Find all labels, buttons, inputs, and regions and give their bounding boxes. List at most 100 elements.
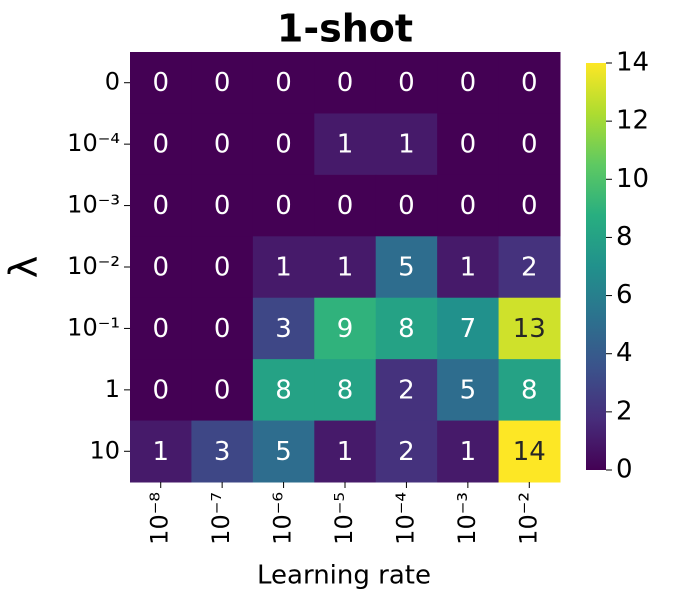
heatmap-cell bbox=[314, 52, 377, 114]
heatmap-cell bbox=[130, 359, 192, 422]
heatmap-cell bbox=[191, 297, 254, 360]
x-tick-label: 10⁻⁵ bbox=[330, 492, 358, 545]
heatmap-cell bbox=[375, 174, 438, 237]
cell-annotation: 9 bbox=[337, 314, 354, 344]
y-tick-label: 10⁻¹ bbox=[67, 313, 120, 341]
y-tick-label: 10⁻³ bbox=[67, 191, 120, 219]
cell-annotation: 1 bbox=[337, 253, 354, 283]
colorbar-tick-label: 2 bbox=[616, 396, 633, 426]
colorbar bbox=[586, 63, 606, 470]
colorbar-tick-label: 14 bbox=[616, 48, 649, 78]
cell-annotation: 0 bbox=[275, 130, 292, 160]
heatmap-cell bbox=[191, 236, 254, 299]
x-axis-label: Learning rate bbox=[257, 561, 431, 591]
cell-annotation: 8 bbox=[521, 375, 538, 405]
cell-annotation: 1 bbox=[337, 437, 354, 467]
colorbar-tick-label: 4 bbox=[616, 338, 633, 368]
heatmap-cell bbox=[252, 113, 315, 176]
cell-annotation: 8 bbox=[275, 375, 292, 405]
heatmap-cell bbox=[437, 113, 500, 176]
heatmap-cell bbox=[314, 236, 377, 299]
heatmap-cell bbox=[130, 52, 192, 114]
cell-annotation: 0 bbox=[460, 130, 477, 160]
cell-annotation: 1 bbox=[275, 253, 292, 283]
cell-annotation: 5 bbox=[275, 437, 292, 467]
heatmap-cell bbox=[437, 420, 500, 483]
x-tick-label: 10⁻⁷ bbox=[207, 492, 235, 545]
heatmap-cell bbox=[314, 113, 377, 176]
heatmap-cell bbox=[498, 420, 561, 483]
heatmap-cell bbox=[191, 113, 254, 176]
y-tick-label: 10 bbox=[89, 436, 120, 464]
heatmap-cell bbox=[252, 420, 315, 483]
y-tick-label: 0 bbox=[105, 68, 120, 96]
cell-annotation: 7 bbox=[460, 314, 477, 344]
cell-annotation: 3 bbox=[275, 314, 292, 344]
cell-annotation: 0 bbox=[275, 191, 292, 221]
cell-annotation: 0 bbox=[460, 191, 477, 221]
cell-annotation: 0 bbox=[152, 68, 169, 98]
heatmap-cell bbox=[498, 297, 561, 360]
cell-annotation: 2 bbox=[398, 437, 415, 467]
heatmap-cell bbox=[375, 297, 438, 360]
heatmap-cell bbox=[191, 359, 254, 422]
y-tick-label: 10⁻² bbox=[67, 252, 120, 280]
colorbar-tick-label: 12 bbox=[616, 106, 649, 136]
heatmap-cell bbox=[437, 52, 500, 114]
cell-annotation: 0 bbox=[152, 191, 169, 221]
cell-annotation: 0 bbox=[214, 130, 231, 160]
heatmap-cell bbox=[130, 174, 192, 237]
cell-annotation: 0 bbox=[337, 191, 354, 221]
cell-annotation: 3 bbox=[214, 437, 231, 467]
colorbar-tick-label: 6 bbox=[616, 280, 633, 310]
cell-annotation: 1 bbox=[460, 437, 477, 467]
cell-annotation: 5 bbox=[460, 375, 477, 405]
cell-annotation: 13 bbox=[513, 314, 546, 344]
heatmap-cell bbox=[252, 174, 315, 237]
cell-annotation: 0 bbox=[521, 68, 538, 98]
heatmap-cell bbox=[130, 236, 192, 299]
heatmap-cell bbox=[375, 113, 438, 176]
cell-annotation: 0 bbox=[214, 314, 231, 344]
heatmap-cell bbox=[252, 359, 315, 422]
heatmap-cell bbox=[437, 297, 500, 360]
heatmap-cell bbox=[498, 359, 561, 422]
cell-annotation: 0 bbox=[152, 375, 169, 405]
cell-annotation: 1 bbox=[337, 130, 354, 160]
cell-annotation: 0 bbox=[521, 130, 538, 160]
heatmap-cell bbox=[498, 113, 561, 176]
cell-annotation: 0 bbox=[214, 253, 231, 283]
cell-annotation: 0 bbox=[460, 68, 477, 98]
heatmap-cell bbox=[375, 359, 438, 422]
colorbar-tick-label: 8 bbox=[616, 222, 633, 252]
colorbar-tick-label: 10 bbox=[616, 164, 649, 194]
cell-annotation: 0 bbox=[214, 375, 231, 405]
heatmap-cell bbox=[375, 420, 438, 483]
heatmap-cell bbox=[375, 236, 438, 299]
cell-annotation: 8 bbox=[398, 314, 415, 344]
x-tick-label: 10⁻⁸ bbox=[146, 492, 174, 545]
heatmap-cell bbox=[498, 52, 561, 114]
cell-annotation: 0 bbox=[337, 68, 354, 98]
cell-annotation: 5 bbox=[398, 253, 415, 283]
y-tick-label: 1 bbox=[105, 375, 120, 403]
cell-annotation: 0 bbox=[214, 191, 231, 221]
x-tick-label: 10⁻³ bbox=[453, 492, 481, 545]
y-tick-label: 10⁻⁴ bbox=[67, 129, 120, 157]
heatmap-cell bbox=[498, 174, 561, 237]
cell-annotation: 0 bbox=[214, 68, 231, 98]
x-tick-label: 10⁻⁶ bbox=[269, 492, 297, 545]
cell-annotation: 1 bbox=[398, 130, 415, 160]
heatmap-cell bbox=[130, 297, 192, 360]
cell-annotation: 0 bbox=[275, 68, 292, 98]
heatmap-cell bbox=[130, 113, 192, 176]
heatmap-cell bbox=[314, 174, 377, 237]
heatmap-cell bbox=[498, 236, 561, 299]
x-tick-label: 10⁻² bbox=[514, 492, 542, 545]
cell-annotation: 14 bbox=[513, 437, 546, 467]
cell-annotation: 0 bbox=[521, 191, 538, 221]
heatmap-cell bbox=[252, 297, 315, 360]
heatmap-cell bbox=[191, 420, 254, 483]
cell-annotation: 0 bbox=[152, 314, 169, 344]
